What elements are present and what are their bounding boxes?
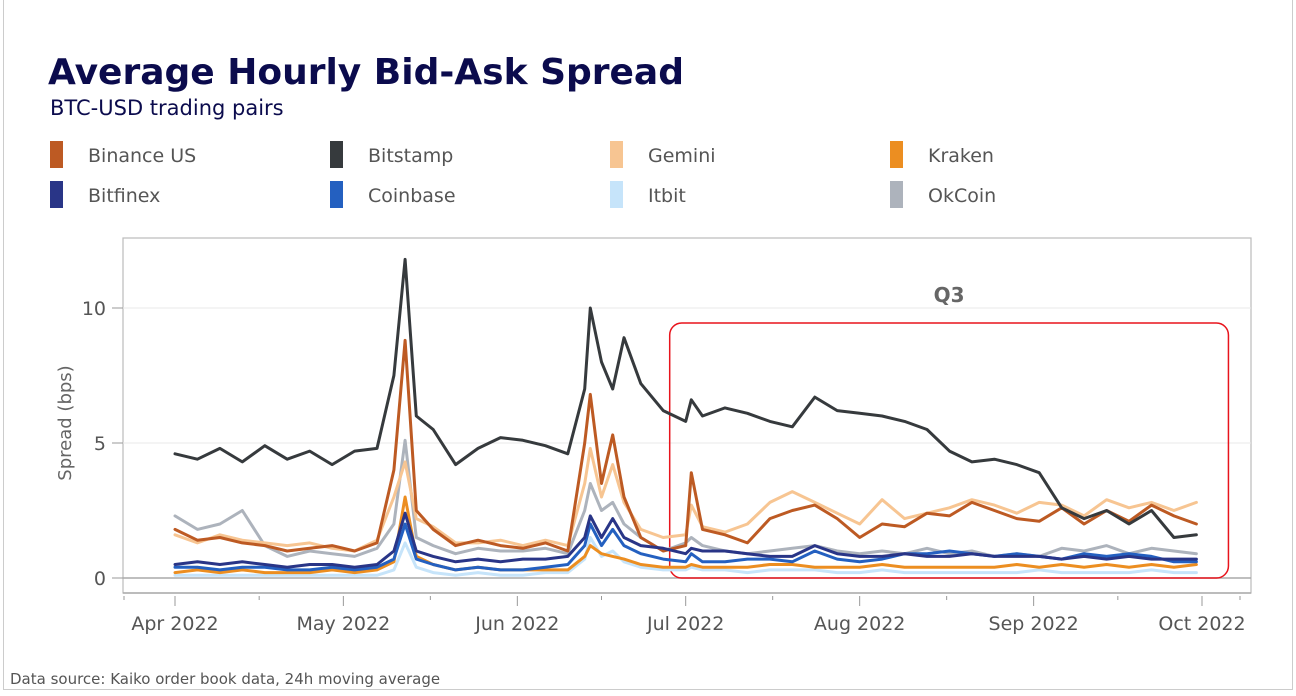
x-tick-label: May 2022: [297, 613, 391, 635]
y-tick-label: 5: [94, 433, 106, 455]
y-tick-label: 0: [94, 568, 106, 590]
legend-swatch: [610, 141, 623, 168]
legend-item-kraken[interactable]: Kraken: [890, 141, 994, 168]
series-line-binance-us: [173, 338, 1198, 553]
legend-swatch: [50, 181, 63, 208]
legend-label: Kraken: [928, 145, 994, 167]
q3-highlight-box: [668, 322, 1230, 579]
x-tick-label: Aug 2022: [814, 613, 906, 635]
legend-label: Gemini: [648, 145, 716, 167]
legend-item-itbit[interactable]: Itbit: [610, 181, 686, 208]
legend-swatch: [330, 181, 343, 208]
x-tick-label: Oct 2022: [1158, 613, 1245, 635]
legend-label: Coinbase: [368, 185, 456, 207]
y-axis: 0 5 10: [82, 298, 123, 590]
legend-item-okcoin[interactable]: OkCoin: [890, 181, 996, 208]
x-tick-label: Jun 2022: [474, 613, 559, 635]
chart-subtitle: BTC-USD trading pairs: [50, 96, 284, 120]
legend-label: OkCoin: [928, 185, 996, 207]
legend-item-coinbase[interactable]: Coinbase: [330, 181, 456, 208]
chart-title: Average Hourly Bid-Ask Spread: [48, 52, 684, 93]
x-tick-label: Jul 2022: [646, 613, 724, 635]
series-line-bitfinex: [173, 511, 1198, 569]
chart-frame: [3, 0, 1293, 690]
x-tick-label: Apr 2022: [131, 613, 218, 635]
series-line-kraken: [173, 495, 1198, 575]
q3-label: Q3: [934, 283, 965, 307]
legend-swatch: [50, 141, 63, 168]
legend-label: Bitstamp: [368, 145, 453, 167]
legend-label: Itbit: [648, 185, 686, 207]
data-source-note: Data source: Kaiko order book data, 24h …: [10, 670, 440, 688]
series-lines: [173, 257, 1198, 577]
series-line-itbit: [173, 536, 1198, 577]
legend-item-bitfinex[interactable]: Bitfinex: [50, 181, 160, 208]
x-axis: Apr 2022 May 2022 Jun 2022 Jul 2022 Aug 2022…: [123, 592, 1251, 635]
legend-label: Bitfinex: [88, 185, 160, 207]
q3-annotation: Q3: [668, 283, 1230, 579]
x-tick-label: Sep 2022: [989, 613, 1079, 635]
legend-swatch: [890, 181, 903, 208]
legend-swatch: [890, 141, 903, 168]
y-tick-label: 10: [82, 298, 106, 320]
legend-swatch: [610, 181, 623, 208]
legend-item-gemini[interactable]: Gemini: [610, 141, 716, 168]
series-line-bitstamp: [173, 257, 1198, 539]
legend: Binance US Bitstamp Gemini Kraken Bitfinex Co…: [50, 141, 996, 208]
legend-swatch: [330, 141, 343, 168]
legend-label: Binance US: [88, 145, 196, 167]
y-axis-label: Spread (bps): [55, 365, 76, 480]
legend-item-binance-us[interactable]: Binance US: [50, 141, 196, 168]
legend-item-bitstamp[interactable]: Bitstamp: [330, 141, 453, 168]
